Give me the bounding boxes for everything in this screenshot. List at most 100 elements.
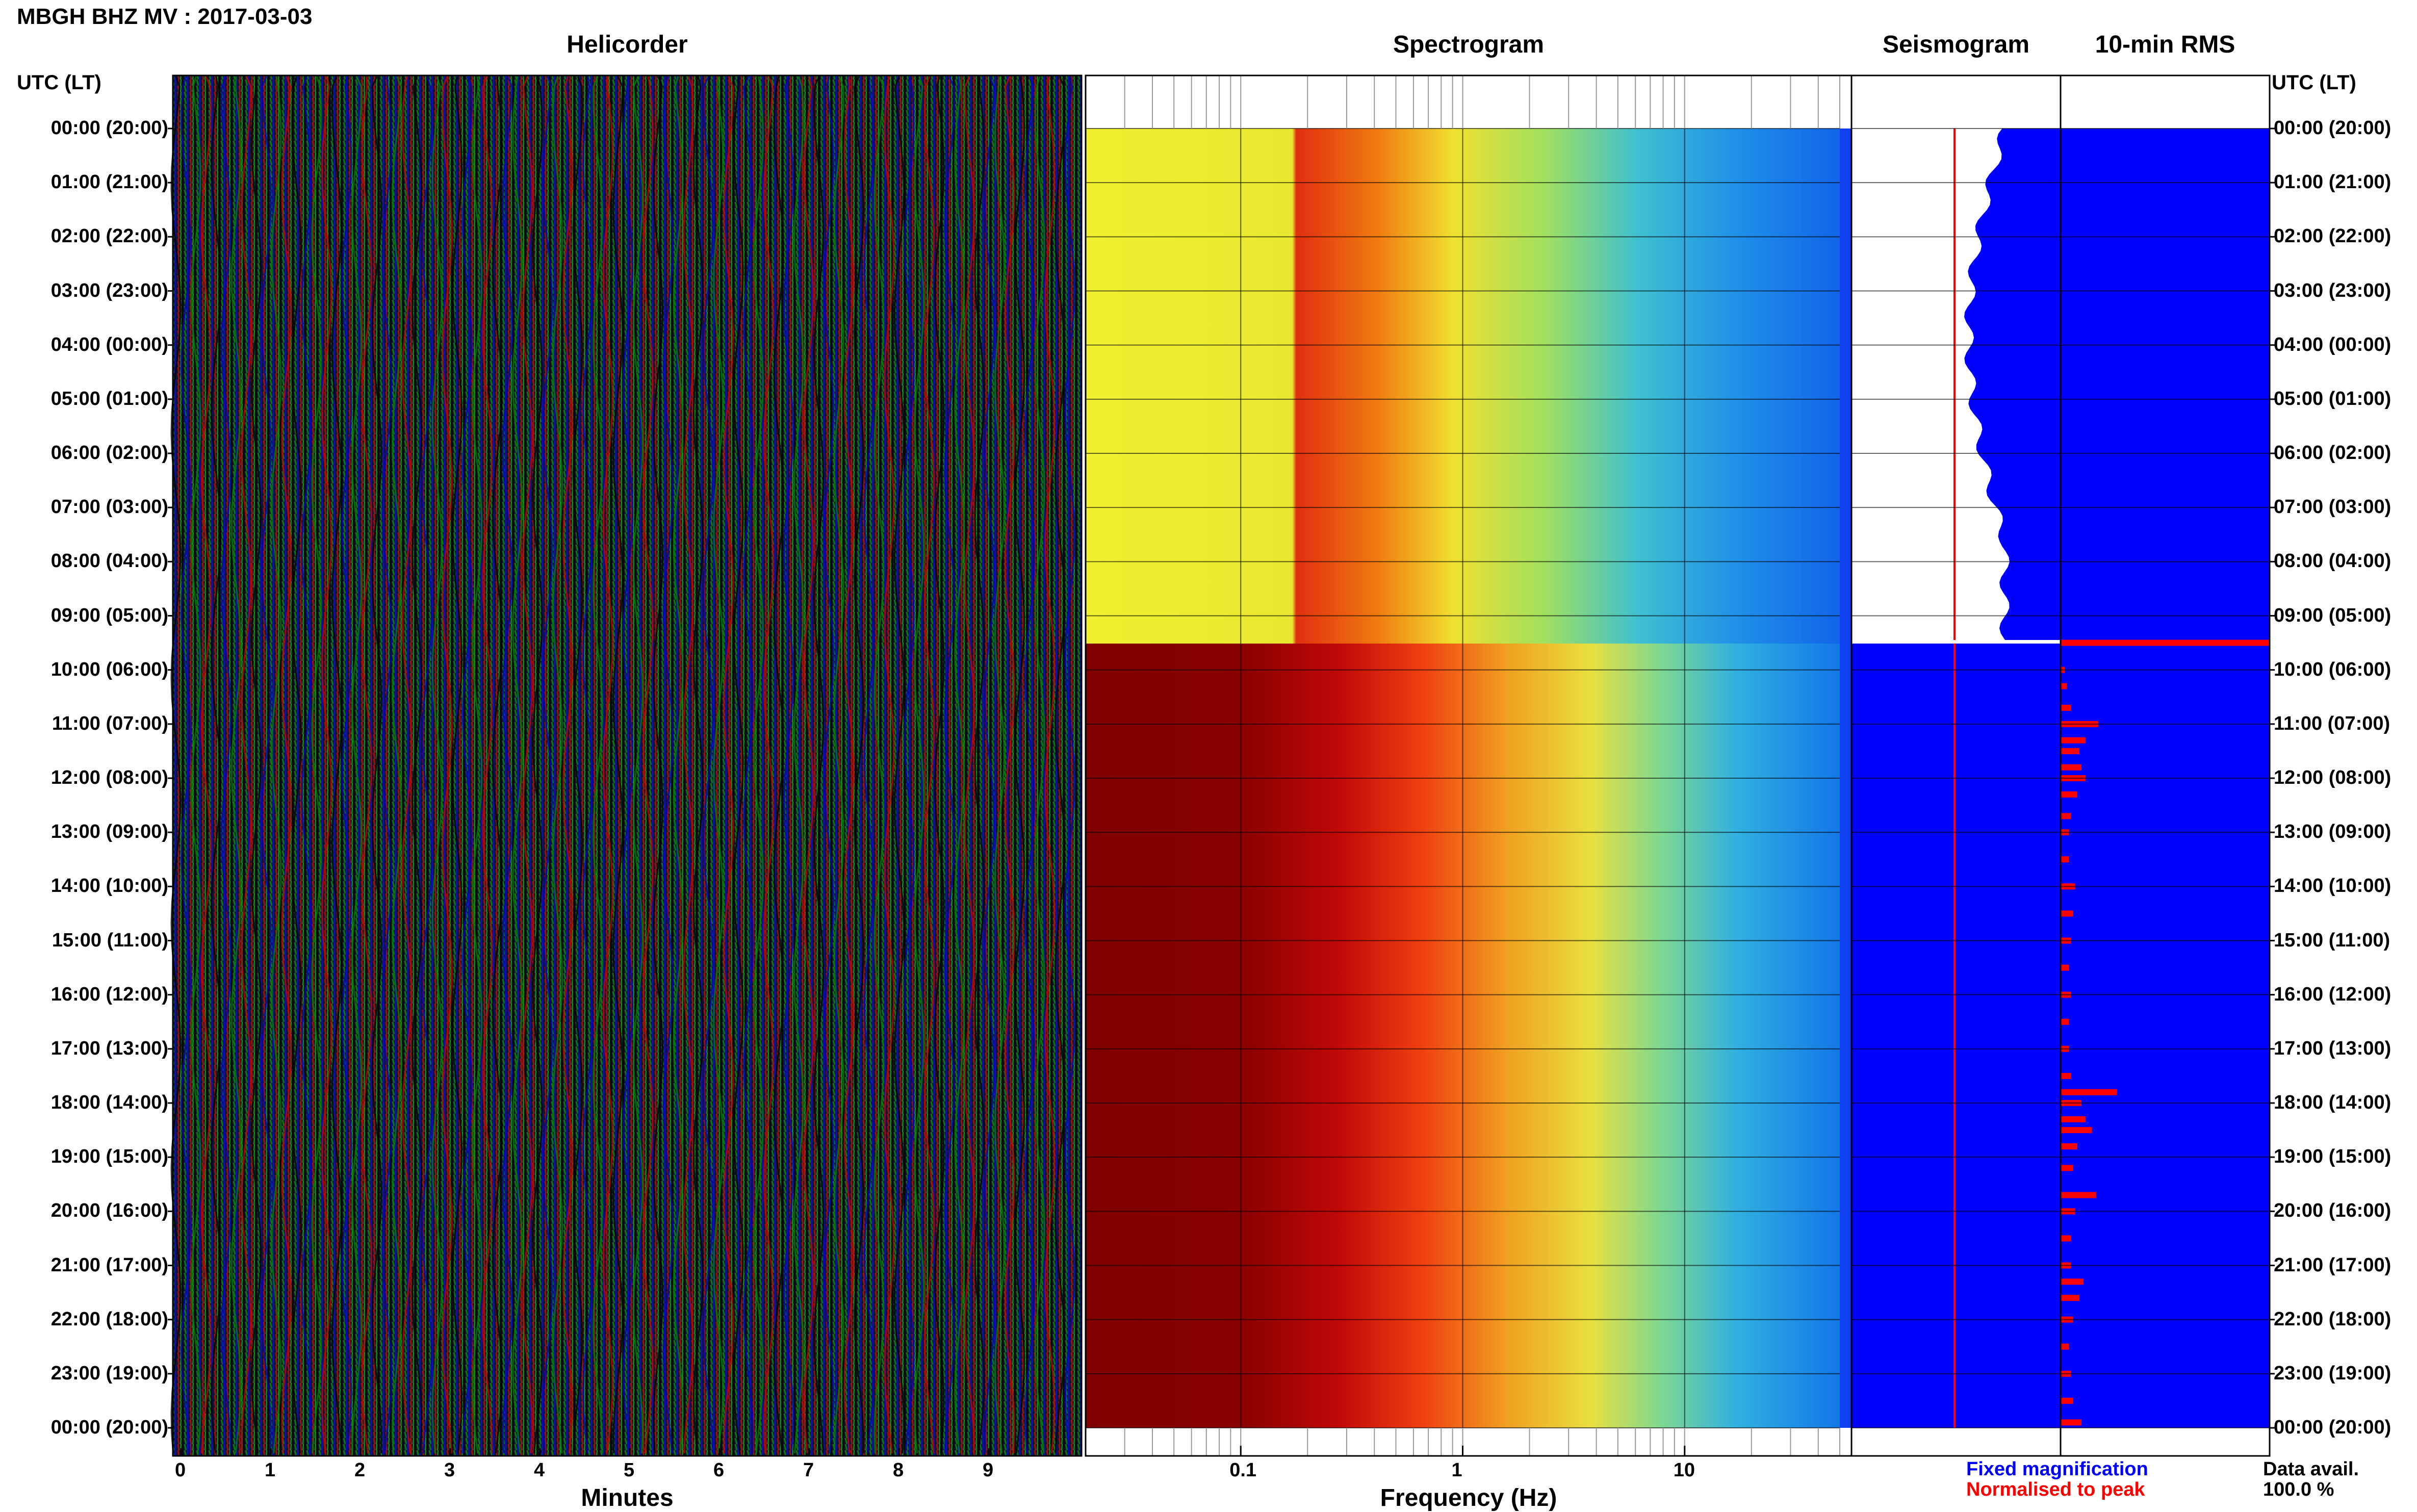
helicorder-trace xyxy=(793,76,804,1454)
helicorder-trace xyxy=(602,76,613,1454)
helicorder-trace xyxy=(170,76,182,1454)
helicorder-trace xyxy=(954,76,965,1454)
helicorder-trace xyxy=(442,76,453,1454)
helicorder-trace xyxy=(974,76,985,1454)
helicorder-trace xyxy=(230,76,242,1454)
rms-bar xyxy=(2061,1143,2077,1149)
helicorder-x-tick-label: 1 xyxy=(265,1459,276,1481)
helicorder-trace xyxy=(472,76,483,1454)
helicorder-trace xyxy=(914,76,925,1454)
helicorder-x-tick-label: 6 xyxy=(713,1459,725,1481)
helicorder-x-tick-label: 8 xyxy=(893,1459,904,1481)
time-label-left: 22:00 (18:00) xyxy=(50,1308,168,1330)
helicorder-trace xyxy=(1034,76,1045,1454)
helicorder-trace xyxy=(642,76,654,1454)
rms-bar xyxy=(2061,1343,2069,1350)
helicorder-x-tick-label: 4 xyxy=(534,1459,545,1481)
helicorder-trace xyxy=(753,76,764,1454)
helicorder-trace xyxy=(542,76,553,1454)
helicorder-trace xyxy=(401,76,413,1454)
time-label-right: 07:00 (03:00) xyxy=(2274,496,2392,518)
time-label-left: 15:00 (11:00) xyxy=(52,929,168,951)
helicorder-trace xyxy=(823,76,835,1454)
helicorder-trace xyxy=(361,76,372,1454)
spectrogram-low-gain-block xyxy=(1086,129,1852,644)
time-label-right: 17:00 (13:00) xyxy=(2274,1037,2392,1059)
rms-bar xyxy=(2061,1192,2096,1198)
time-label-right: 22:00 (18:00) xyxy=(2274,1308,2392,1330)
helicorder-trace xyxy=(532,76,543,1454)
helicorder-trace xyxy=(1055,76,1066,1454)
spectrogram-xlabel: Frequency (Hz) xyxy=(1380,1484,1557,1511)
helicorder-x-tick-label: 5 xyxy=(624,1459,635,1481)
helicorder-trace xyxy=(1044,76,1056,1454)
rms-bar xyxy=(2061,1089,2117,1095)
helicorder-title: Helicorder xyxy=(567,31,688,58)
rms-bar xyxy=(2061,813,2071,819)
helicorder-trace xyxy=(421,76,432,1454)
rms-bar xyxy=(2061,737,2086,744)
helicorder-trace xyxy=(461,76,473,1454)
helicorder-trace xyxy=(783,76,794,1454)
time-label-left: 23:00 (19:00) xyxy=(50,1362,168,1384)
time-label-right: 04:00 (00:00) xyxy=(2274,334,2392,355)
helicorder-trace xyxy=(251,76,262,1454)
time-label-right: 06:00 (02:00) xyxy=(2274,442,2392,464)
helicorder-trace xyxy=(803,76,814,1454)
helicorder-trace xyxy=(341,76,352,1454)
helicorder-trace xyxy=(572,76,583,1454)
helicorder-trace xyxy=(1014,76,1025,1454)
data-avail-value: 100.0 % xyxy=(2263,1479,2334,1500)
time-label-right: 23:00 (19:00) xyxy=(2274,1362,2392,1384)
helicorder-trace xyxy=(431,76,443,1454)
time-label-left: 14:00 (10:00) xyxy=(50,875,168,897)
time-label-right: 18:00 (14:00) xyxy=(2274,1092,2392,1113)
helicorder-trace xyxy=(904,76,915,1454)
time-label-right: 14:00 (10:00) xyxy=(2274,875,2392,897)
time-label-left: 11:00 (07:00) xyxy=(52,712,168,734)
rms-bar xyxy=(2061,683,2067,689)
helicorder-xlabel: Minutes xyxy=(581,1484,674,1511)
helicorder-trace xyxy=(692,76,704,1454)
time-label-left: 03:00 (23:00) xyxy=(50,279,168,301)
helicorder-trace xyxy=(452,76,463,1454)
helicorder-trace xyxy=(854,76,865,1454)
helicorder-trace xyxy=(653,76,664,1454)
helicorder-trace xyxy=(281,76,292,1454)
helicorder-trace xyxy=(492,76,503,1454)
utc-header-right: UTC (LT) xyxy=(2272,71,2356,94)
time-label-right: 00:00 (20:00) xyxy=(2274,1417,2392,1438)
helicorder-trace xyxy=(944,76,955,1454)
helicorder-trace xyxy=(291,76,302,1454)
helicorder-x-tick-label: 9 xyxy=(983,1459,994,1481)
spectrogram-title: Spectrogram xyxy=(1393,31,1545,58)
time-label-right: 02:00 (22:00) xyxy=(2274,225,2392,247)
rms-bar xyxy=(2061,1165,2073,1171)
time-label-right: 11:00 (07:00) xyxy=(2274,712,2390,734)
time-label-right: 03:00 (23:00) xyxy=(2274,279,2392,301)
data-avail-label: Data avail. xyxy=(2263,1458,2359,1480)
helicorder-trace xyxy=(371,76,382,1454)
time-label-left: 08:00 (04:00) xyxy=(50,550,168,572)
helicorder-trace xyxy=(984,76,995,1454)
time-label-left: 17:00 (13:00) xyxy=(50,1037,168,1059)
spectrogram-x-tick-label: 1 xyxy=(1451,1459,1462,1481)
helicorder-trace xyxy=(632,76,644,1454)
time-label-left: 02:00 (22:00) xyxy=(50,225,168,247)
helicorder-x-tick-label: 3 xyxy=(444,1459,455,1481)
helicorder-trace xyxy=(703,76,714,1454)
time-label-right: 05:00 (01:00) xyxy=(2274,388,2392,409)
rms-bar xyxy=(2061,910,2073,917)
helicorder-trace xyxy=(813,76,825,1454)
utc-header-left: UTC (LT) xyxy=(17,71,101,94)
helicorder-trace xyxy=(1004,76,1015,1454)
legend-fixed: Fixed magnification xyxy=(1966,1458,2148,1480)
rms-bar xyxy=(2061,1072,2071,1079)
rms-bar xyxy=(2061,1295,2079,1301)
legend-normalised: Normalised to peak xyxy=(1966,1479,2145,1500)
spectrogram-x-tick-label: 0.1 xyxy=(1229,1459,1257,1481)
helicorder-trace xyxy=(964,76,975,1454)
helicorder-trace xyxy=(673,76,684,1454)
time-label-left: 07:00 (03:00) xyxy=(50,496,168,518)
